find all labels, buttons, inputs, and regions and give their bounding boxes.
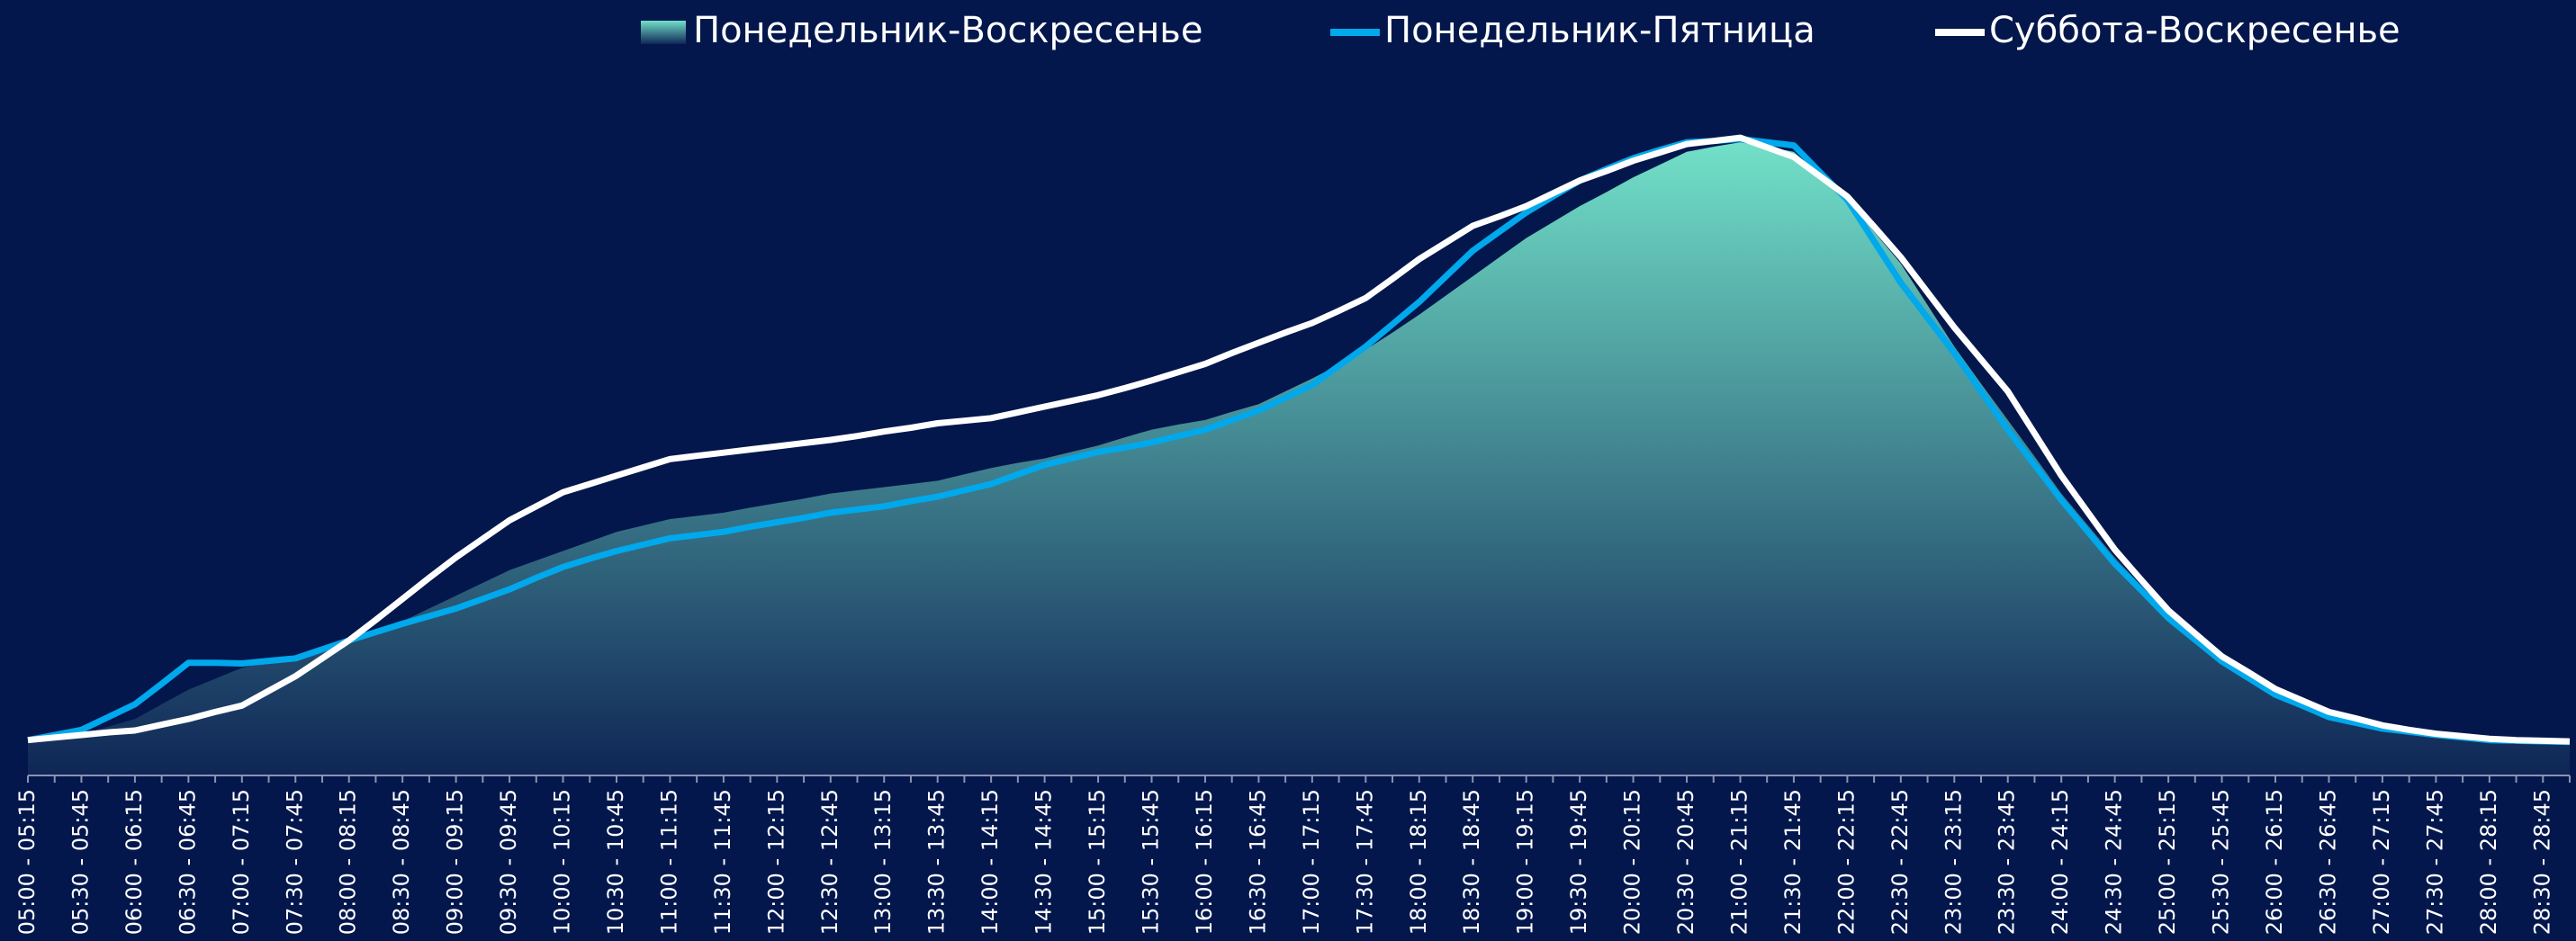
x-tick-label: 11:30 - 11:45 bbox=[710, 789, 735, 935]
x-tick-label: 17:30 - 17:45 bbox=[1352, 789, 1377, 935]
x-tick-label: 09:30 - 09:45 bbox=[496, 789, 521, 935]
line bbox=[27, 134, 2571, 745]
x-tick-label: 08:00 - 08:15 bbox=[336, 789, 361, 935]
x-tick-label: 21:00 - 21:15 bbox=[1726, 789, 1752, 935]
line bbox=[27, 136, 2571, 746]
x-tick-label: 14:00 - 14:15 bbox=[977, 789, 1003, 935]
x-tick-label: 05:00 - 05:15 bbox=[14, 789, 40, 935]
legend-label: Суббота-Воскресенье bbox=[1989, 10, 2400, 51]
x-tick-label: 15:00 - 15:15 bbox=[1085, 789, 1110, 935]
x-tick-label: 18:00 - 18:15 bbox=[1406, 789, 1431, 935]
x-tick-label: 05:30 - 05:45 bbox=[68, 789, 93, 935]
x-tick-label: 07:00 - 07:15 bbox=[229, 789, 254, 935]
x-tick-label: 23:00 - 23:15 bbox=[1941, 789, 1966, 935]
x-tick-label: 22:00 - 22:15 bbox=[1833, 789, 1859, 935]
x-tick-label: 28:30 - 28:45 bbox=[2529, 789, 2554, 935]
x-tick-label: 28:00 - 28:15 bbox=[2476, 789, 2501, 935]
x-tick-label: 07:30 - 07:45 bbox=[282, 789, 307, 935]
area bbox=[28, 142, 2570, 775]
x-tick-label: 06:30 - 06:45 bbox=[175, 789, 200, 935]
x-tick-label: 17:00 - 17:15 bbox=[1299, 789, 1324, 935]
x-tick-label: 12:00 - 12:15 bbox=[763, 789, 788, 935]
x-tick-label: 15:30 - 15:45 bbox=[1139, 789, 1164, 935]
x-tick-label: 26:00 - 26:15 bbox=[2262, 789, 2287, 935]
x-tick-label: 22:30 - 22:45 bbox=[1887, 789, 1913, 935]
x-tick-label: 18:30 - 18:45 bbox=[1459, 789, 1484, 935]
legend-label: Понедельник-Пятница bbox=[1384, 10, 1815, 51]
x-tick-label: 20:30 - 20:45 bbox=[1673, 789, 1698, 935]
x-tick-label: 16:00 - 16:15 bbox=[1192, 789, 1217, 935]
x-tick-label: 21:30 - 21:45 bbox=[1780, 789, 1806, 935]
x-tick-label: 26:30 - 26:45 bbox=[2315, 789, 2340, 935]
x-tick-label: 14:30 - 14:45 bbox=[1031, 789, 1057, 935]
x-tick-label: 19:00 - 19:15 bbox=[1513, 789, 1538, 935]
x-tick-label: 12:30 - 12:45 bbox=[817, 789, 842, 935]
x-tick-label: 09:00 - 09:15 bbox=[443, 789, 468, 935]
legend-swatch bbox=[641, 21, 686, 44]
x-tick-label: 10:30 - 10:45 bbox=[603, 789, 628, 935]
x-tick-label: 11:00 - 11:15 bbox=[656, 789, 681, 935]
x-tick-label: 13:30 - 13:45 bbox=[924, 789, 950, 935]
x-tick-label: 16:30 - 16:45 bbox=[1245, 789, 1270, 935]
x-tick-label: 06:00 - 06:15 bbox=[122, 789, 147, 935]
x-tick-label: 13:00 - 13:15 bbox=[870, 789, 896, 935]
x-tick-label: 27:00 - 27:15 bbox=[2369, 789, 2394, 935]
x-tick-label: 08:30 - 08:45 bbox=[389, 789, 414, 935]
legend-label: Понедельник-Воскресенье bbox=[693, 10, 1202, 51]
x-tick-label: 24:30 - 24:45 bbox=[2102, 789, 2127, 935]
x-tick-label: 23:30 - 23:45 bbox=[1995, 789, 2020, 935]
x-tick-label: 20:00 - 20:15 bbox=[1620, 789, 1645, 935]
x-tick-label: 25:30 - 25:45 bbox=[2209, 789, 2234, 935]
x-tick-label: 10:00 - 10:15 bbox=[550, 789, 575, 935]
x-tick-label: 24:00 - 24:15 bbox=[2048, 789, 2073, 935]
x-tick-label: 19:30 - 19:45 bbox=[1566, 789, 1591, 935]
x-tick-label: 25:00 - 25:15 bbox=[2155, 789, 2180, 935]
x-tick-label: 27:30 - 27:45 bbox=[2422, 789, 2447, 935]
